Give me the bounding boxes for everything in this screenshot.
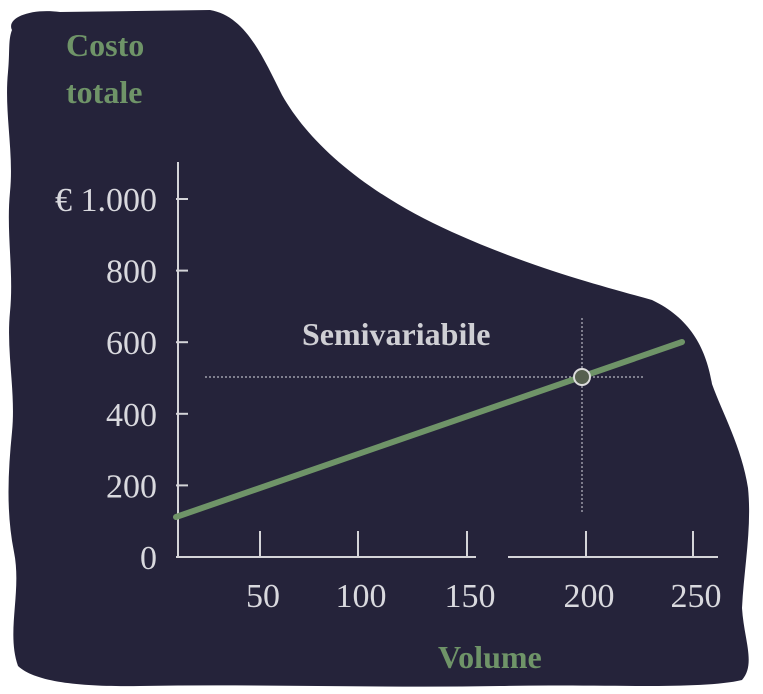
x-tick-label-50: 50 [246, 578, 280, 615]
tick-labels: 0 200 400 600 800 € 1.000 50 100 150 200 250 [55, 182, 722, 615]
y-tick-label-600: 600 [106, 325, 157, 362]
y-tick-label-400: 400 [106, 397, 157, 434]
chart-background-blob [7, 10, 750, 687]
axes [176, 162, 718, 558]
y-axis-title-line-2: totale [66, 74, 142, 110]
x-tick-label-250: 250 [671, 578, 722, 615]
highlight-annotation: Semivariabile [302, 316, 490, 352]
y-tick-label-800: 800 [106, 254, 157, 291]
guide-lines [205, 318, 645, 512]
x-tick-label-100: 100 [336, 578, 387, 615]
y-tick-label-200: 200 [106, 468, 157, 505]
y-tick-label-1000: € 1.000 [55, 182, 157, 219]
y-axis-title-line-1: Costo [66, 27, 144, 63]
cost-line-series-0 [173, 339, 685, 520]
x-axis-title: Volume [438, 639, 542, 675]
series-group [173, 339, 685, 520]
y-tick-label-0: 0 [140, 540, 157, 577]
x-tick-label-200: 200 [564, 578, 615, 615]
x-tick-label-150: 150 [445, 578, 496, 615]
highlight-point-marker [573, 368, 591, 386]
